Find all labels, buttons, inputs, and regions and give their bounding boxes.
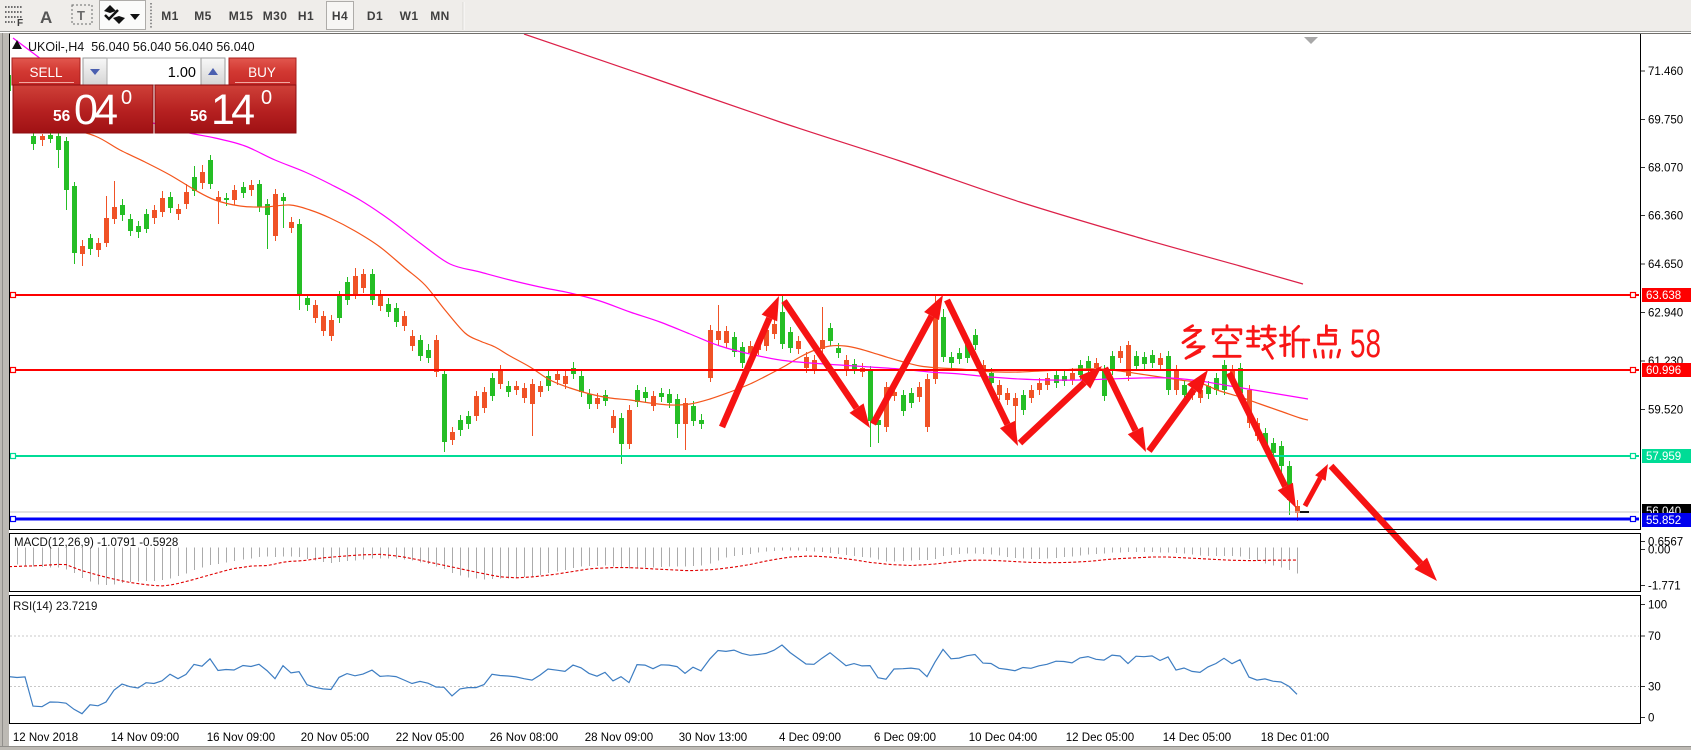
svg-text:57.959: 57.959 (1646, 451, 1681, 463)
svg-text:22 Nov 05:00: 22 Nov 05:00 (396, 732, 464, 744)
svg-text:M5: M5 (194, 9, 211, 23)
svg-text:69.750: 69.750 (1648, 115, 1683, 127)
svg-text:UKOil-,H4 56.040 56.040 56.04: UKOil-,H4 56.040 56.040 56.040 56.040 (28, 40, 255, 54)
svg-text:0: 0 (261, 87, 272, 109)
svg-text:SELL: SELL (29, 65, 63, 80)
svg-text:0.6567: 0.6567 (1648, 537, 1683, 549)
svg-text:12 Dec 05:00: 12 Dec 05:00 (1066, 732, 1134, 744)
svg-text:10 Dec 04:00: 10 Dec 04:00 (969, 732, 1037, 744)
svg-text:63.638: 63.638 (1646, 290, 1681, 302)
svg-text:58: 58 (1350, 322, 1381, 366)
svg-text:W1: W1 (400, 9, 419, 23)
svg-text:30: 30 (1648, 682, 1661, 694)
svg-text:56: 56 (53, 108, 71, 125)
svg-text:70: 70 (1648, 631, 1661, 643)
svg-text:4 Dec 09:00: 4 Dec 09:00 (779, 732, 841, 744)
svg-text:59.520: 59.520 (1648, 405, 1683, 417)
svg-text:30 Nov 13:00: 30 Nov 13:00 (679, 732, 747, 744)
svg-text:12 Nov 2018: 12 Nov 2018 (13, 732, 78, 744)
svg-text:14: 14 (211, 86, 255, 134)
svg-text:D1: D1 (367, 9, 383, 23)
svg-text:F: F (17, 18, 23, 29)
svg-text:64.650: 64.650 (1648, 259, 1683, 271)
svg-text:M1: M1 (161, 9, 178, 23)
svg-text:56: 56 (190, 108, 208, 125)
svg-text:62.940: 62.940 (1648, 308, 1683, 320)
svg-text:M15: M15 (229, 9, 254, 23)
svg-text:-1.771: -1.771 (1648, 581, 1681, 593)
svg-text:A: A (40, 8, 52, 27)
svg-text:0.00: 0.00 (1648, 545, 1670, 557)
svg-text:100: 100 (1648, 600, 1667, 612)
svg-text:M30: M30 (263, 9, 288, 23)
svg-text:MACD(12,26,9) -1.0791 -0.5928: MACD(12,26,9) -1.0791 -0.5928 (14, 537, 178, 549)
svg-text:66.360: 66.360 (1648, 211, 1683, 223)
svg-text:BUY: BUY (248, 65, 276, 80)
svg-text:60.996: 60.996 (1646, 365, 1681, 377)
svg-text:0: 0 (121, 87, 132, 109)
svg-text:14 Dec 05:00: 14 Dec 05:00 (1163, 732, 1231, 744)
svg-text:H1: H1 (298, 9, 314, 23)
svg-text:28 Nov 09:00: 28 Nov 09:00 (585, 732, 653, 744)
svg-text:20 Nov 05:00: 20 Nov 05:00 (301, 732, 369, 744)
svg-text:04: 04 (74, 86, 118, 134)
svg-text:14 Nov 09:00: 14 Nov 09:00 (111, 732, 179, 744)
svg-text:1.00: 1.00 (168, 65, 196, 81)
svg-text:18 Dec 01:00: 18 Dec 01:00 (1261, 732, 1329, 744)
svg-text:6 Dec 09:00: 6 Dec 09:00 (874, 732, 936, 744)
svg-text:H4: H4 (332, 9, 348, 23)
svg-text:55.852: 55.852 (1646, 515, 1681, 527)
svg-text:26 Nov 08:00: 26 Nov 08:00 (490, 732, 558, 744)
svg-text:16 Nov 09:00: 16 Nov 09:00 (207, 732, 275, 744)
svg-text:0: 0 (1648, 713, 1654, 725)
svg-text:T: T (77, 8, 85, 23)
svg-text:71.460: 71.460 (1648, 66, 1683, 78)
svg-text:RSI(14) 23.7219: RSI(14) 23.7219 (13, 601, 97, 613)
svg-text:68.070: 68.070 (1648, 163, 1683, 175)
svg-text:MN: MN (430, 9, 449, 23)
